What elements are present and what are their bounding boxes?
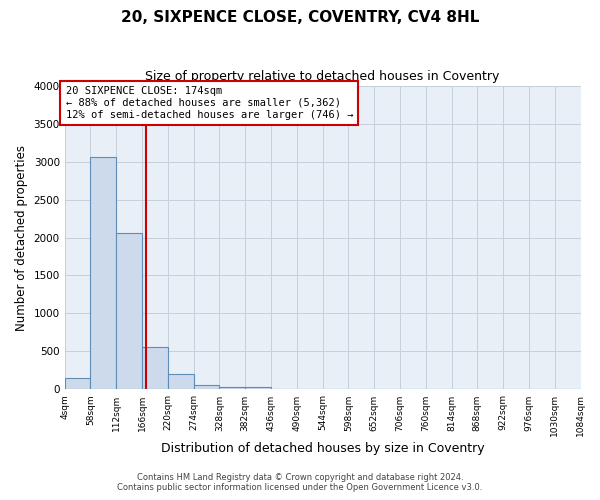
Text: 20, SIXPENCE CLOSE, COVENTRY, CV4 8HL: 20, SIXPENCE CLOSE, COVENTRY, CV4 8HL <box>121 10 479 25</box>
Bar <box>65 378 91 390</box>
Bar <box>91 157 116 390</box>
Bar <box>116 233 142 390</box>
Bar <box>142 347 168 390</box>
Y-axis label: Number of detached properties: Number of detached properties <box>15 144 28 330</box>
Bar <box>245 387 271 390</box>
Bar <box>168 374 194 390</box>
Text: 20 SIXPENCE CLOSE: 174sqm
← 88% of detached houses are smaller (5,362)
12% of se: 20 SIXPENCE CLOSE: 174sqm ← 88% of detac… <box>65 86 353 120</box>
X-axis label: Distribution of detached houses by size in Coventry: Distribution of detached houses by size … <box>161 442 484 455</box>
Bar <box>194 384 220 390</box>
Bar <box>220 387 245 390</box>
Text: Contains HM Land Registry data © Crown copyright and database right 2024.
Contai: Contains HM Land Registry data © Crown c… <box>118 473 482 492</box>
Title: Size of property relative to detached houses in Coventry: Size of property relative to detached ho… <box>145 70 500 83</box>
